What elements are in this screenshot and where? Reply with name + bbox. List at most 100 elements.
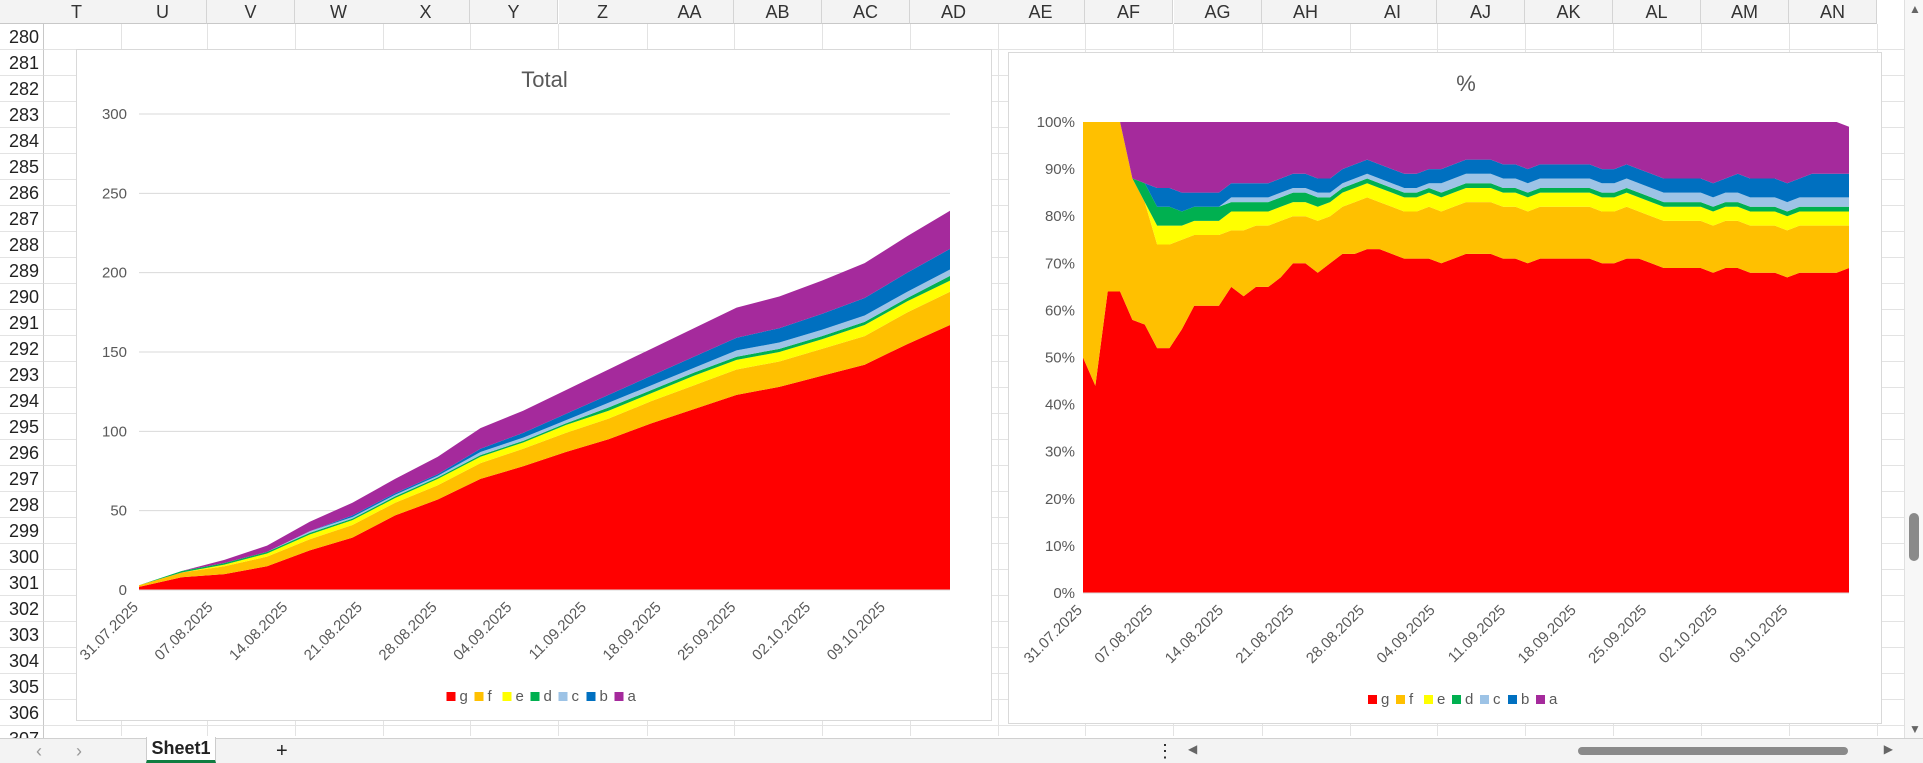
column-header[interactable]: AA: [646, 0, 734, 24]
x-tick-label: 04.09.2025: [1373, 602, 1438, 667]
legend-label: d: [544, 688, 552, 705]
column-header[interactable]: AJ: [1437, 0, 1525, 24]
y-tick-label: 70%: [1045, 255, 1075, 272]
chart-percent[interactable]: % 0% 10% 20% 30% 40% 50% 60% 70% 80% 90% 100% 31.07.…: [1008, 52, 1882, 724]
y-tick-label: 20%: [1045, 491, 1075, 508]
row-header[interactable]: 304: [0, 648, 44, 674]
column-header[interactable]: V: [207, 0, 295, 24]
sheet-tab-active[interactable]: Sheet1: [146, 737, 216, 763]
column-header[interactable]: AD: [910, 0, 998, 24]
row-header[interactable]: 286: [0, 180, 44, 206]
row-header[interactable]: 297: [0, 466, 44, 492]
row-header[interactable]: 295: [0, 414, 44, 440]
chart-total[interactable]: Total 0 50 100 150 200 250 300 31.07.2025 07.08.2…: [76, 49, 992, 721]
column-header[interactable]: AC: [822, 0, 910, 24]
column-header[interactable]: AF: [1085, 0, 1173, 24]
y-tick-label: 80%: [1045, 208, 1075, 225]
column-header[interactable]: AL: [1613, 0, 1701, 24]
chart-percent-svg: % 0% 10% 20% 30% 40% 50% 60% 70% 80% 90% 100% 31.07.…: [1021, 71, 1849, 708]
legend-swatch: [1396, 695, 1405, 704]
area-series-d: [1083, 122, 1849, 226]
legend-swatch: [502, 692, 512, 701]
scroll-left-icon[interactable]: ◀: [1188, 742, 1198, 756]
x-tick-label: 21.08.2025: [1232, 602, 1297, 667]
scroll-down-icon[interactable]: ▼: [1909, 722, 1921, 736]
row-header[interactable]: 290: [0, 284, 44, 310]
row-header[interactable]: 292: [0, 336, 44, 362]
row-header[interactable]: 294: [0, 388, 44, 414]
vertical-scrollbar[interactable]: ▲ ▼: [1904, 0, 1923, 738]
column-header[interactable]: AE: [997, 0, 1085, 24]
column-header[interactable]: W: [295, 0, 383, 24]
legend-label: c: [1493, 691, 1501, 708]
row-header[interactable]: 301: [0, 570, 44, 596]
column-header[interactable]: AM: [1701, 0, 1789, 24]
add-sheet-button[interactable]: +: [276, 740, 288, 762]
row-header[interactable]: 291: [0, 310, 44, 336]
row-header[interactable]: 306: [0, 700, 44, 726]
sheet-tab-bar: ‹ › Sheet1 + ⋮ ◀ ▶: [0, 737, 1923, 763]
row-header[interactable]: 285: [0, 154, 44, 180]
column-header[interactable]: AG: [1174, 0, 1262, 24]
row-header[interactable]: 300: [0, 544, 44, 570]
column-header[interactable]: X: [382, 0, 470, 24]
scroll-up-icon[interactable]: ▲: [1909, 2, 1921, 16]
more-options-icon[interactable]: ⋮: [1156, 741, 1174, 761]
x-tick-label: 31.07.2025: [77, 599, 142, 664]
row-header[interactable]: 305: [0, 674, 44, 700]
horizontal-scroll-thumb[interactable]: [1578, 747, 1848, 755]
column-header[interactable]: AN: [1789, 0, 1877, 24]
vertical-scroll-thumb[interactable]: [1909, 513, 1919, 561]
x-tick-label: 18.09.2025: [1515, 602, 1580, 667]
column-header[interactable]: Z: [559, 0, 647, 24]
x-tick-label: 25.09.2025: [674, 599, 739, 664]
legend-label: a: [628, 688, 637, 705]
column-header[interactable]: Y: [470, 0, 558, 24]
row-header[interactable]: 298: [0, 492, 44, 518]
legend-label: d: [1465, 691, 1473, 708]
horizontal-scrollbar[interactable]: ◀ ▶: [1188, 742, 1893, 757]
x-tick-label: 02.10.2025: [749, 599, 814, 664]
row-header[interactable]: 280: [0, 24, 44, 50]
row-header[interactable]: 284: [0, 128, 44, 154]
legend-label: b: [600, 688, 608, 705]
x-tick-label: 14.08.2025: [1162, 602, 1227, 667]
column-header[interactable]: T: [33, 0, 121, 24]
row-header[interactable]: 288: [0, 232, 44, 258]
next-sheet-icon[interactable]: ›: [76, 741, 82, 761]
row-header[interactable]: 281: [0, 50, 44, 76]
legend-label: e: [516, 688, 524, 705]
column-header[interactable]: AH: [1262, 0, 1350, 24]
scroll-right-icon[interactable]: ▶: [1883, 742, 1893, 756]
row-header[interactable]: 303: [0, 622, 44, 648]
chart-title: %: [1456, 71, 1476, 96]
y-tick-label: 30%: [1045, 444, 1075, 461]
x-tick-label: 18.09.2025: [600, 599, 665, 664]
row-header[interactable]: 283: [0, 102, 44, 128]
legend-swatch: [558, 692, 568, 701]
column-header[interactable]: AK: [1525, 0, 1613, 24]
area-series-g: [1083, 249, 1849, 594]
y-tick-label: 50%: [1045, 350, 1075, 367]
y-tick-label: 0%: [1053, 585, 1075, 602]
legend-label: f: [488, 688, 493, 705]
column-header[interactable]: U: [119, 0, 207, 24]
y-tick-label: 0: [119, 582, 127, 599]
x-tick-label: 14.08.2025: [226, 599, 291, 664]
column-header[interactable]: AB: [734, 0, 822, 24]
row-header[interactable]: 282: [0, 76, 44, 102]
x-tick-label: 11.09.2025: [1445, 602, 1509, 666]
column-header[interactable]: AI: [1349, 0, 1437, 24]
area-series-e: [1083, 122, 1849, 245]
prev-sheet-icon[interactable]: ‹: [36, 741, 42, 761]
x-tick-label: 07.08.2025: [1091, 602, 1156, 667]
row-header[interactable]: 287: [0, 206, 44, 232]
row-header[interactable]: 293: [0, 362, 44, 388]
legend-swatch: [1536, 695, 1545, 704]
row-header[interactable]: 302: [0, 596, 44, 622]
row-header[interactable]: 296: [0, 440, 44, 466]
row-header[interactable]: 299: [0, 518, 44, 544]
x-tick-label: 09.10.2025: [824, 599, 889, 664]
row-header[interactable]: 289: [0, 258, 44, 284]
